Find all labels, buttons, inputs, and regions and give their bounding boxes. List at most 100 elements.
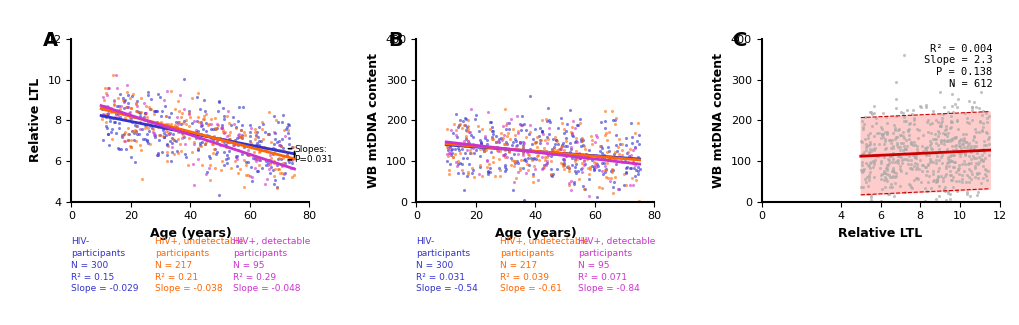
Point xyxy=(860,177,876,182)
Point xyxy=(250,154,266,159)
Point xyxy=(894,134,910,139)
Point xyxy=(921,138,937,143)
Point xyxy=(938,199,955,204)
Point xyxy=(266,130,282,135)
Point xyxy=(454,141,471,147)
Point xyxy=(246,150,262,155)
Point xyxy=(504,179,521,184)
Point xyxy=(491,157,507,162)
Point xyxy=(959,143,975,148)
Point xyxy=(958,115,974,120)
Point xyxy=(510,161,526,166)
Point xyxy=(956,153,972,158)
Point xyxy=(169,130,185,135)
Point xyxy=(557,138,574,143)
Point xyxy=(248,158,264,163)
Point xyxy=(190,146,206,151)
Point xyxy=(953,151,969,156)
Point xyxy=(264,167,280,173)
Point xyxy=(527,140,543,145)
Point xyxy=(917,102,933,108)
Point xyxy=(527,150,543,155)
Point xyxy=(100,131,116,136)
Point xyxy=(529,177,545,182)
Point xyxy=(598,150,614,155)
Point xyxy=(500,149,517,154)
Point xyxy=(927,118,944,123)
Point xyxy=(129,110,146,115)
Point xyxy=(879,156,896,162)
Point xyxy=(957,139,973,145)
Point xyxy=(950,171,966,176)
Point xyxy=(596,167,612,172)
Point xyxy=(923,160,940,165)
Point xyxy=(951,165,967,171)
Point xyxy=(243,164,259,169)
Point xyxy=(267,147,283,152)
Point xyxy=(898,151,914,156)
Point xyxy=(176,142,193,147)
Point xyxy=(526,167,542,172)
Point xyxy=(554,162,571,167)
Point xyxy=(626,156,642,162)
Point xyxy=(908,144,924,149)
Point xyxy=(853,119,869,124)
Point xyxy=(898,157,914,162)
Point xyxy=(128,131,145,136)
Point xyxy=(872,135,889,140)
Point xyxy=(512,140,528,146)
Point xyxy=(957,140,973,145)
Point xyxy=(495,152,512,158)
Point xyxy=(594,146,610,151)
Point xyxy=(544,151,560,157)
Point xyxy=(167,119,183,124)
Point xyxy=(518,150,534,155)
Point xyxy=(517,156,533,162)
Point xyxy=(101,142,117,147)
Point xyxy=(567,171,583,176)
Point xyxy=(534,129,550,134)
Point xyxy=(534,131,550,136)
Point xyxy=(465,142,481,147)
Text: HIV+, undetectable
participants
N = 217
R² = 0.039
Slope = -0.61: HIV+, undetectable participants N = 217 … xyxy=(499,237,588,293)
Point xyxy=(873,187,890,192)
Point xyxy=(971,120,987,125)
Point xyxy=(973,113,989,118)
Point xyxy=(512,140,528,145)
Point xyxy=(454,170,471,175)
Point xyxy=(492,167,508,173)
Point xyxy=(952,138,968,143)
Point xyxy=(910,199,926,204)
Point xyxy=(623,156,639,161)
Point xyxy=(938,188,955,194)
Point xyxy=(527,127,543,132)
Point xyxy=(565,134,581,139)
Point xyxy=(882,153,899,158)
Point xyxy=(907,199,923,204)
Point xyxy=(447,143,464,148)
Point xyxy=(904,142,920,148)
Point xyxy=(572,120,588,125)
Point xyxy=(567,152,583,157)
Point xyxy=(548,147,565,152)
Point xyxy=(451,161,468,166)
Point xyxy=(533,154,549,159)
Point xyxy=(615,159,632,164)
Point xyxy=(205,136,221,141)
Point xyxy=(875,137,892,142)
Point xyxy=(857,145,873,150)
Point xyxy=(856,136,872,142)
Point xyxy=(140,90,156,95)
Point xyxy=(886,125,902,131)
Point xyxy=(953,162,969,167)
Point xyxy=(875,155,892,160)
Point xyxy=(110,111,126,117)
Point xyxy=(955,149,971,154)
Point xyxy=(953,177,969,182)
Point xyxy=(180,111,197,116)
Point xyxy=(479,170,495,175)
Point xyxy=(148,109,164,114)
Point xyxy=(876,185,893,190)
Point xyxy=(620,159,636,164)
Point xyxy=(458,147,474,152)
